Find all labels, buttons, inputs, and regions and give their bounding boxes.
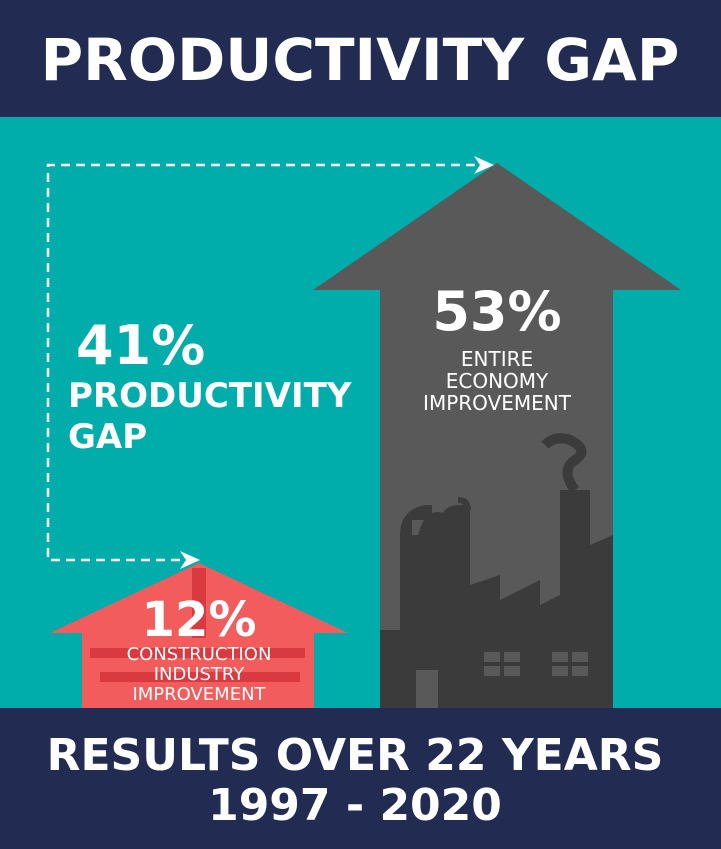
economy-line: ECONOMY: [446, 369, 549, 393]
gap-line: GAP: [68, 417, 147, 457]
construction-line: IMPROVEMENT: [132, 684, 266, 705]
connector-arrowhead: [474, 156, 494, 174]
factory-windows: [416, 652, 588, 708]
footer-line: RESULTS OVER 22 YEARS: [47, 730, 664, 781]
gap-value: 41%: [76, 314, 205, 377]
smoke: [541, 433, 587, 493]
header-band: [0, 0, 721, 117]
economy-line: ENTIRE: [461, 347, 533, 371]
economy-value: 53%: [432, 280, 561, 343]
footer-band: [0, 708, 721, 849]
footer-line: 1997 - 2020: [208, 780, 502, 831]
factory-pipe: [457, 497, 471, 511]
construction-line: CONSTRUCTION: [127, 644, 272, 665]
dashed-connector: [46, 163, 480, 562]
factory-tank: [415, 512, 461, 708]
construction-value: 12%: [142, 592, 257, 648]
construction-decor: [90, 568, 305, 682]
construction-line: INDUSTRY: [154, 664, 246, 685]
gap-line: PRODUCTIVITY: [68, 376, 352, 416]
economy-line: IMPROVEMENT: [423, 391, 572, 415]
connector-arrowhead: [180, 551, 200, 569]
title: PRODUCTIVITY GAP: [41, 26, 680, 94]
